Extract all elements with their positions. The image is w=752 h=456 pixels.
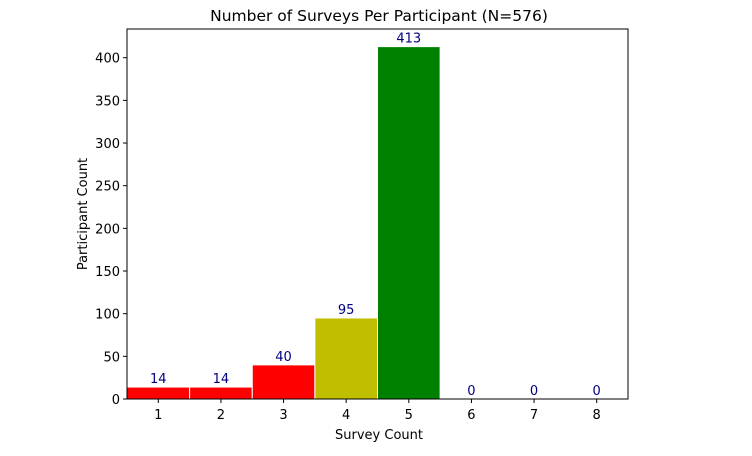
y-axis-ticks: 0 50 100 150 200 250 300 350 400 bbox=[95, 52, 127, 408]
plot-frame bbox=[126, 28, 629, 400]
y-tick-label-350: 350 bbox=[95, 94, 120, 109]
data-labels-group: 14 14 40 95 413 0 0 0 bbox=[150, 32, 601, 399]
y-tick-label-0: 0 bbox=[112, 393, 120, 408]
x-tick-label-7: 7 bbox=[530, 408, 538, 423]
data-label-6: 0 bbox=[467, 384, 475, 399]
x-tick-label-8: 8 bbox=[593, 408, 601, 423]
bar-5 bbox=[377, 46, 441, 400]
bars-group bbox=[126, 46, 441, 400]
chart-title: Number of Surveys Per Participant (N=576… bbox=[210, 7, 548, 25]
data-label-8: 0 bbox=[593, 384, 601, 399]
x-axis-ticks: 1 2 3 4 5 6 7 8 bbox=[154, 399, 601, 423]
data-label-2: 14 bbox=[213, 372, 230, 387]
y-tick-label-100: 100 bbox=[95, 308, 120, 323]
bar-2 bbox=[189, 386, 253, 400]
data-label-1: 14 bbox=[150, 372, 167, 387]
data-label-3: 40 bbox=[275, 350, 292, 365]
data-label-5: 413 bbox=[396, 32, 421, 47]
y-tick-label-150: 150 bbox=[95, 265, 120, 280]
x-axis-label: Survey Count bbox=[335, 428, 423, 443]
data-label-4: 95 bbox=[338, 303, 355, 318]
y-tick-label-200: 200 bbox=[95, 222, 120, 237]
y-tick-label-400: 400 bbox=[95, 52, 120, 67]
bar-3 bbox=[251, 364, 316, 400]
y-tick-label-50: 50 bbox=[103, 350, 120, 365]
y-tick-label-300: 300 bbox=[95, 137, 120, 152]
x-tick-label-1: 1 bbox=[154, 408, 162, 423]
y-axis-label: Participant Count bbox=[76, 158, 91, 270]
data-label-7: 0 bbox=[530, 384, 538, 399]
x-tick-label-3: 3 bbox=[279, 408, 287, 423]
x-tick-label-5: 5 bbox=[405, 408, 413, 423]
bar-4 bbox=[314, 317, 378, 400]
x-tick-label-4: 4 bbox=[342, 408, 350, 423]
x-tick-label-2: 2 bbox=[217, 408, 225, 423]
y-tick-label-250: 250 bbox=[95, 180, 120, 195]
x-tick-label-6: 6 bbox=[467, 408, 475, 423]
bar-1 bbox=[126, 386, 191, 400]
